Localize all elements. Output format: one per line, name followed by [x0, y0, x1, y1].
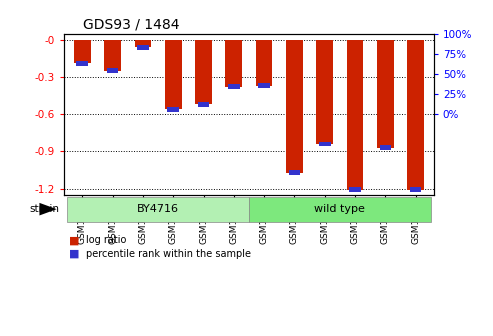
Bar [256, 40, 273, 86]
Bar [225, 40, 242, 87]
FancyBboxPatch shape [249, 197, 431, 222]
Text: GDS93 / 1484: GDS93 / 1484 [83, 17, 179, 31]
Bar [198, 102, 210, 107]
Bar [380, 145, 391, 150]
Bar [74, 40, 91, 64]
Text: BY4716: BY4716 [137, 204, 179, 214]
Bar [288, 170, 300, 175]
FancyBboxPatch shape [67, 197, 249, 222]
Bar [165, 40, 181, 109]
Text: strain: strain [29, 204, 59, 214]
Bar [228, 84, 240, 89]
Text: ■: ■ [69, 235, 79, 245]
Bar [407, 40, 424, 190]
Text: wild type: wild type [315, 204, 365, 214]
Bar [349, 187, 361, 193]
Bar [107, 68, 118, 73]
Bar [104, 40, 121, 71]
Bar [135, 40, 151, 47]
Bar [76, 61, 88, 66]
Polygon shape [39, 203, 57, 215]
Bar [258, 83, 270, 88]
Text: ■: ■ [69, 249, 79, 259]
Bar [167, 107, 179, 112]
Bar [319, 141, 331, 146]
Bar [377, 40, 394, 148]
Bar [317, 40, 333, 144]
Bar [410, 187, 422, 193]
Bar [137, 45, 149, 50]
Bar [347, 40, 363, 190]
Text: percentile rank within the sample: percentile rank within the sample [86, 249, 251, 259]
Bar [286, 40, 303, 173]
Bar [195, 40, 212, 104]
Text: log ratio: log ratio [86, 235, 127, 245]
